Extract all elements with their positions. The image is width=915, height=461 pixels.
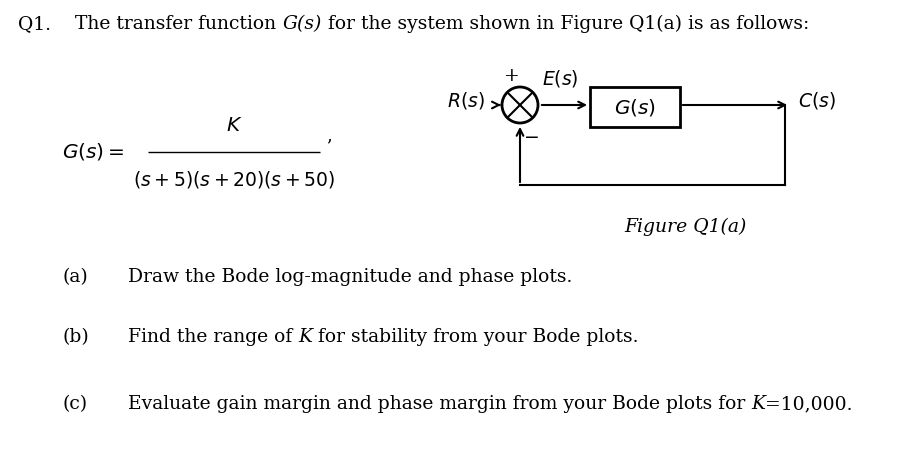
Text: $\mathit{G(s)}=$: $\mathit{G(s)}=$ [62,142,124,162]
Text: for stability from your Bode plots.: for stability from your Bode plots. [312,328,639,346]
Text: −: − [524,129,540,147]
Text: Draw the Bode log-magnitude and phase plots.: Draw the Bode log-magnitude and phase pl… [128,268,573,286]
Text: $E(s)$: $E(s)$ [542,68,578,89]
Text: $(s+5)(s+20)(s+50)$: $(s+5)(s+20)(s+50)$ [133,169,335,190]
Text: $R(s)$: $R(s)$ [447,90,485,111]
Bar [590,87,680,127]
Text: Figure Q1(a): Figure Q1(a) [624,218,747,236]
Text: =10,000.: =10,000. [765,395,853,413]
Text: K: K [298,328,312,346]
Text: Q1.: Q1. [18,15,51,33]
Text: $C(s)$: $C(s)$ [798,90,835,111]
Text: Evaluate gain margin and phase margin from your Bode plots for: Evaluate gain margin and phase margin fr… [128,395,751,413]
Text: Find the range of: Find the range of [128,328,298,346]
Text: The transfer function: The transfer function [75,15,282,33]
Text: for the system shown in Figure Q1(a) is as follows:: for the system shown in Figure Q1(a) is … [321,15,809,33]
Text: ʼ: ʼ [325,138,331,156]
Text: G(s): G(s) [282,15,321,33]
Text: (b): (b) [62,328,89,346]
Text: +: + [504,67,520,85]
Text: (c): (c) [62,395,87,413]
Text: (a): (a) [62,268,88,286]
Text: $G(s)$: $G(s)$ [614,96,656,118]
Text: $\mathit{K}$: $\mathit{K}$ [226,116,242,135]
Text: K: K [751,395,765,413]
